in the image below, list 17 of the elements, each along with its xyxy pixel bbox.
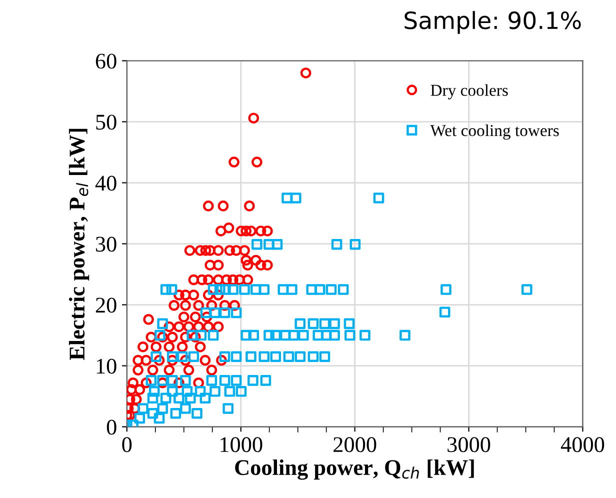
x-tick-label: 1000: [220, 437, 262, 452]
x-tick-label: 0: [122, 437, 132, 452]
chart-title: Sample: 90.1%: [404, 10, 581, 34]
x-axis-title: Cooling power, Q$_{ch}$ [kW]: [235, 459, 474, 480]
y-tick-label: 30: [96, 236, 116, 252]
y-tick-label: 60: [96, 54, 116, 69]
legend-label: Dry coolers: [430, 84, 508, 100]
y-tick-label: 50: [96, 114, 116, 130]
y-tick-label: 20: [96, 298, 116, 313]
x-tick-label: 2000: [334, 437, 376, 452]
legend-label: Wet cooling towers: [430, 124, 559, 140]
y-axis-title: Electric power, P$_{el}$ [kW]: [68, 128, 90, 360]
x-tick-label: 3000: [448, 437, 490, 452]
y-tick-label: 10: [96, 358, 116, 374]
y-tick-label: 0: [106, 420, 116, 435]
y-tick-label: 40: [95, 176, 116, 191]
x-tick-label: 4000: [560, 437, 604, 452]
